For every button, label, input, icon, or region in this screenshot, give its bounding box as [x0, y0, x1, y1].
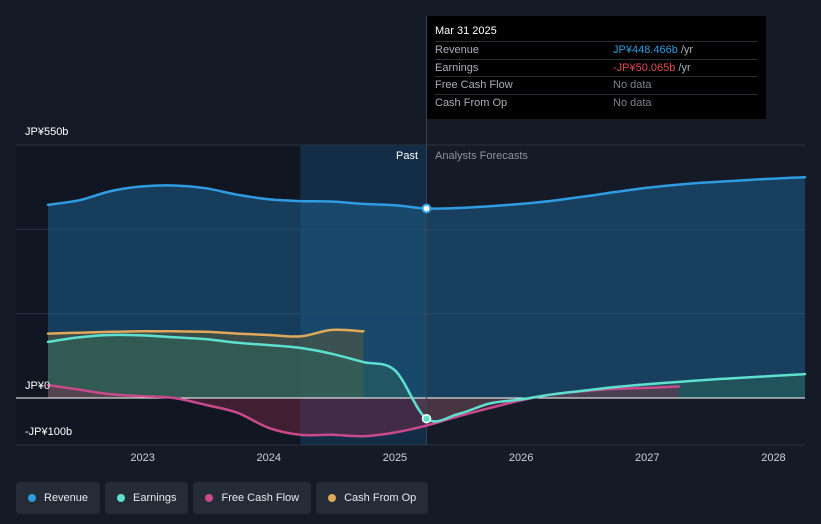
- legend-item-revenue[interactable]: Revenue: [16, 482, 101, 514]
- legend-dot-icon: [328, 494, 337, 502]
- tooltip-value: No data: [613, 79, 652, 92]
- tooltip-label: Cash From Op: [435, 96, 508, 109]
- x-tick-label: 2026: [509, 452, 533, 464]
- revenue-marker: [421, 203, 432, 214]
- x-tick-label: 2024: [257, 452, 281, 464]
- past-label: Past: [396, 150, 419, 162]
- tooltip-value: No data: [613, 96, 652, 109]
- forecast-label: Analysts Forecasts: [435, 150, 528, 162]
- tooltip-row-revenue: Revenue JP¥448.466b /yr: [435, 41, 757, 59]
- legend-item-free-cash-flow[interactable]: Free Cash Flow: [193, 482, 312, 514]
- earnings-area: [48, 334, 805, 422]
- tooltip-label: Earnings: [435, 61, 479, 74]
- legend-label: Free Cash Flow: [221, 492, 300, 504]
- legend-dot-icon: [205, 494, 214, 502]
- tooltip-value: JP¥448.466b: [613, 44, 678, 57]
- tooltip-label: Free Cash Flow: [435, 79, 513, 92]
- tooltip-row-cfo: Cash From Op No data: [435, 93, 757, 112]
- legend-label: Earnings: [133, 492, 177, 504]
- legend: Revenue Earnings Free Cash Flow Cash Fro…: [16, 482, 429, 514]
- tooltip-value: -JP¥50.065b: [613, 61, 676, 74]
- tooltip-label: Revenue: [435, 44, 480, 57]
- tooltip-unit: /yr: [678, 61, 691, 74]
- tooltip-date: Mar 31 2025: [435, 25, 497, 37]
- legend-item-earnings[interactable]: Earnings: [105, 482, 189, 514]
- free-cash-flow-area: [48, 385, 679, 437]
- legend-label: Cash From Op: [344, 492, 417, 504]
- y-tick-label: -JP¥100b: [25, 426, 73, 438]
- x-tick-label: 2028: [761, 452, 785, 464]
- tooltip-unit: /yr: [680, 44, 694, 57]
- tooltip-row-earnings: Earnings -JP¥50.065b /yr: [435, 58, 757, 77]
- x-tick-label: 2025: [383, 452, 407, 464]
- x-tick-label: 2023: [130, 452, 154, 464]
- y-tick-label: JP¥0: [25, 380, 51, 392]
- tooltip: Mar 31 2025 Revenue JP¥448.466b /yr Earn…: [427, 16, 766, 119]
- tooltip-row-fcf: Free Cash Flow No data: [435, 76, 757, 94]
- y-tick-label: JP¥550b: [25, 126, 69, 138]
- x-tick-label: 2027: [635, 452, 659, 464]
- legend-item-cash-from-op[interactable]: Cash From Op: [316, 482, 429, 514]
- legend-label: Revenue: [44, 492, 89, 504]
- legend-dot-icon: [117, 494, 126, 502]
- earnings-marker: [421, 413, 432, 424]
- cash-from-op-line: [46, 328, 365, 338]
- legend-dot-icon: [28, 494, 36, 502]
